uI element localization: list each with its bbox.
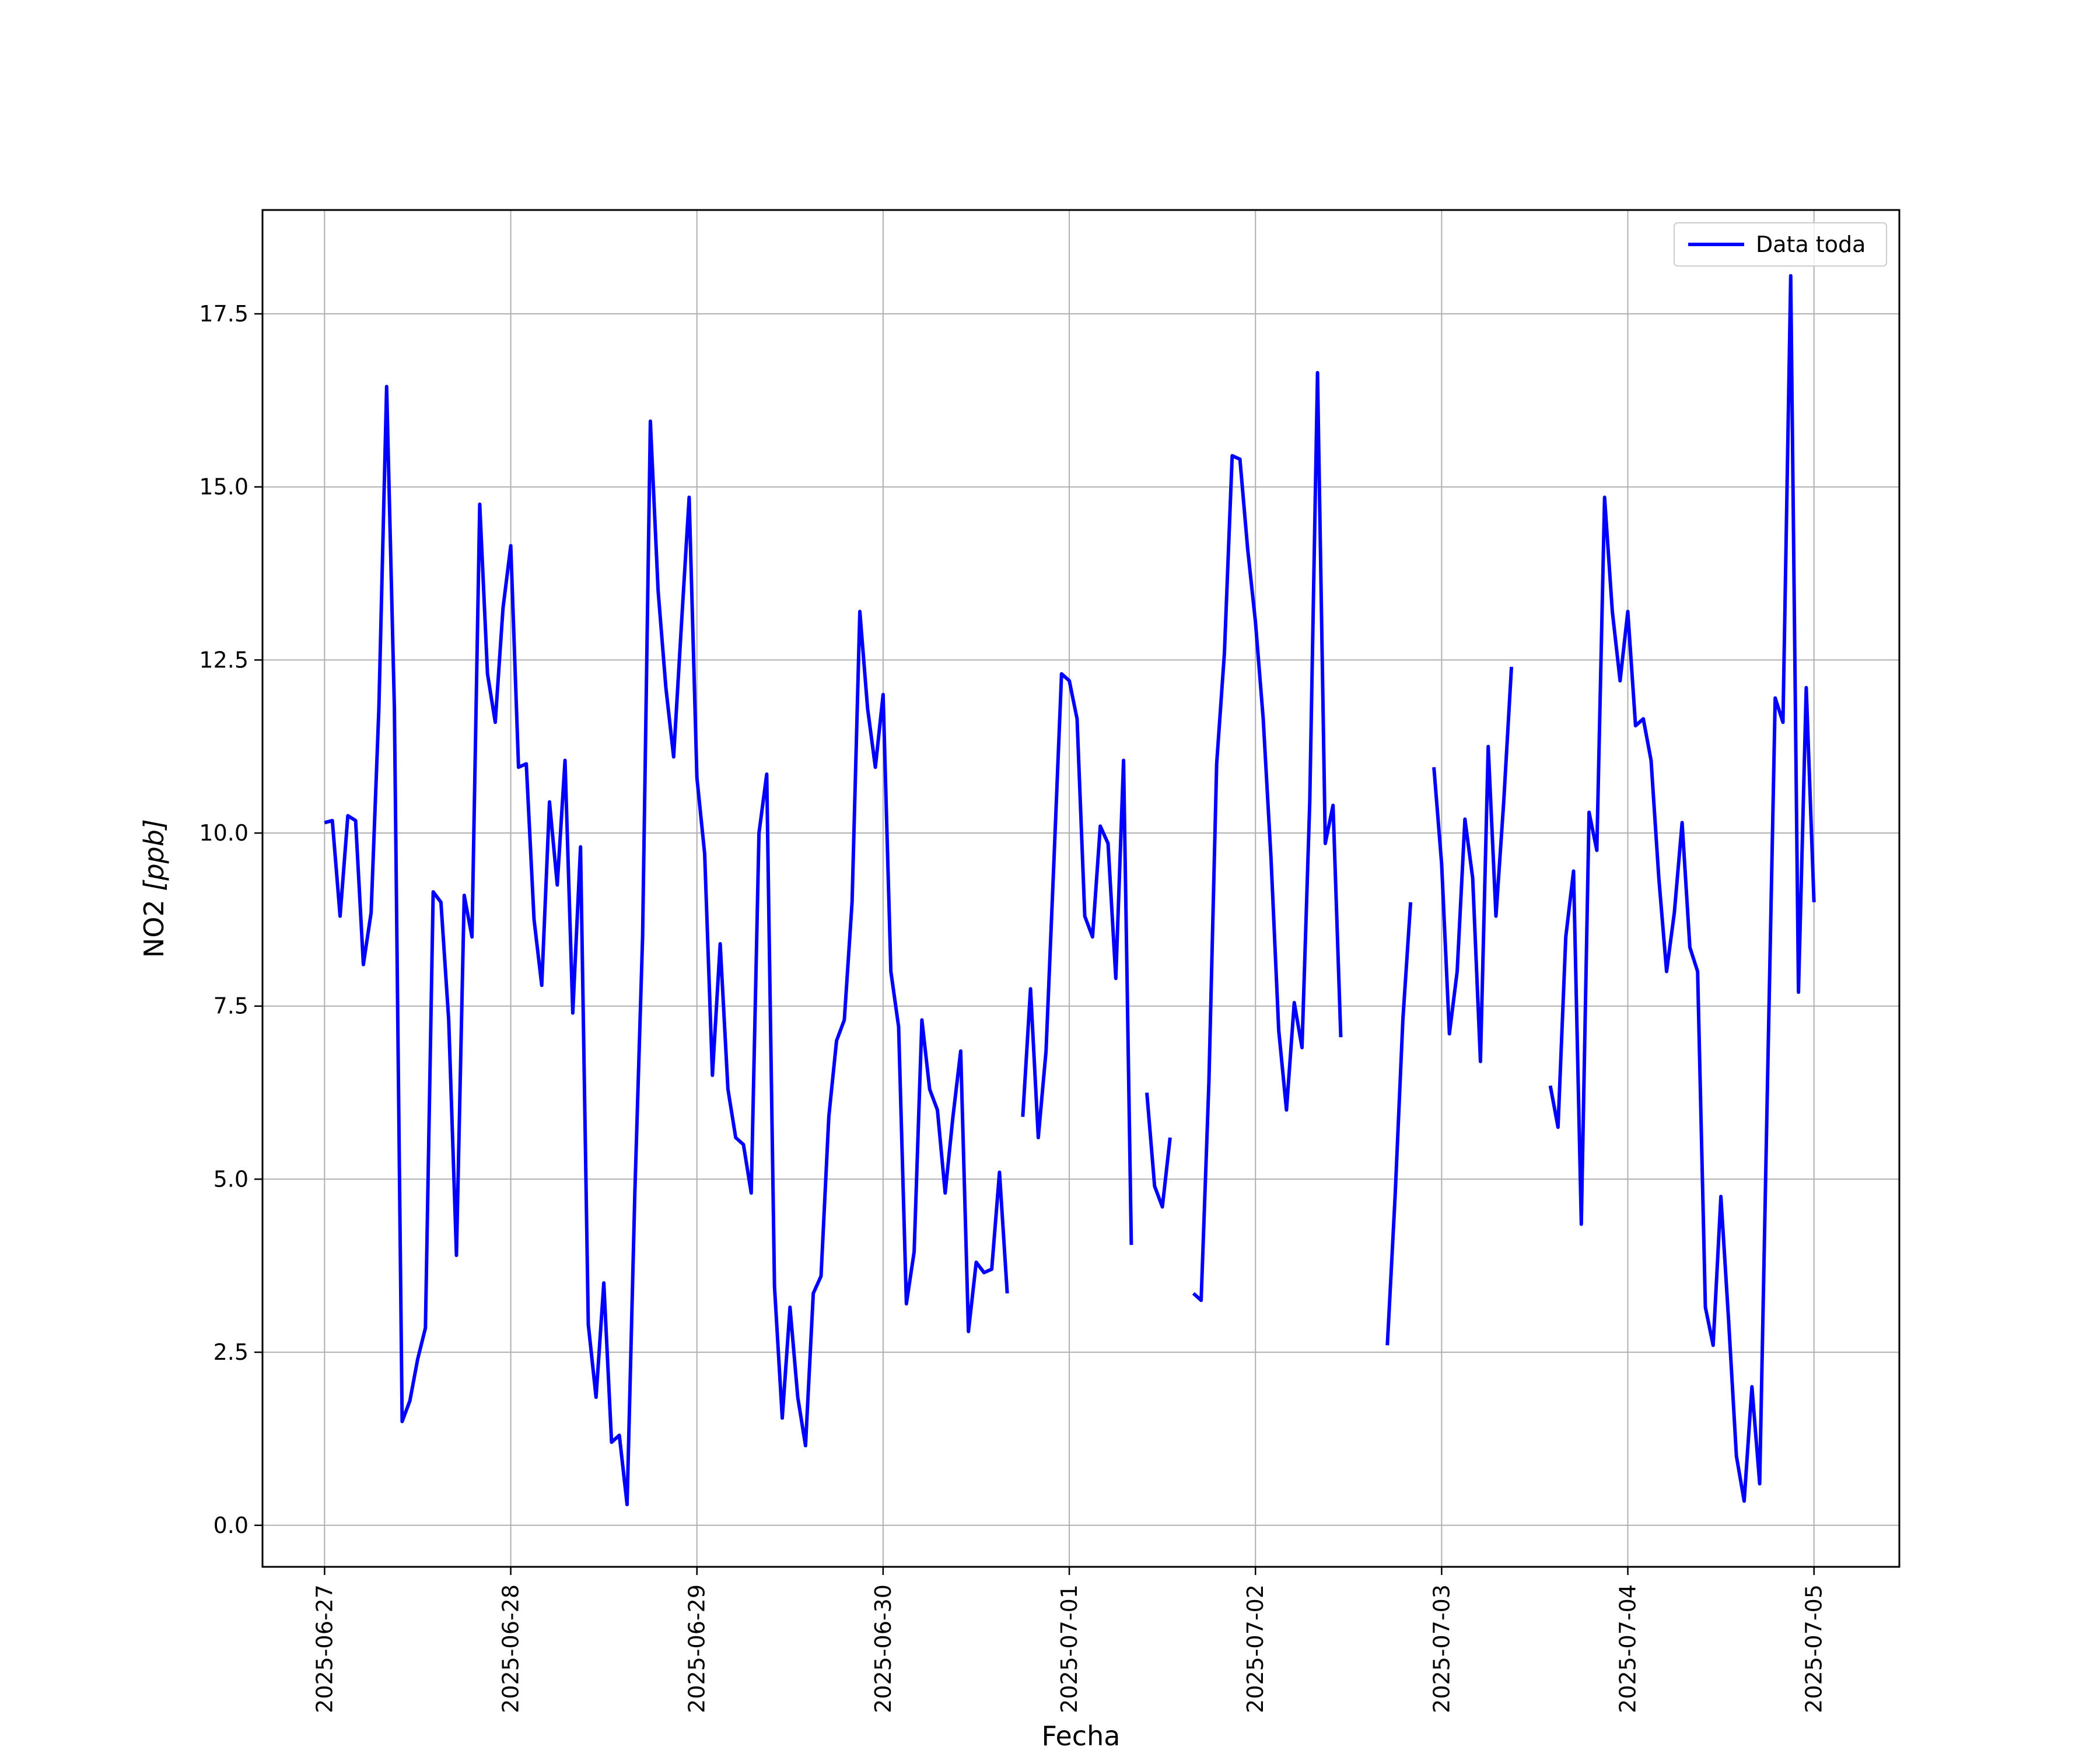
x-tick-label: 2025-07-05: [1801, 1584, 1827, 1713]
y-tick-label: 15.0: [199, 474, 249, 500]
x-axis: 2025-06-27 2025-06-28 2025-06-29 2025-06-30…: [312, 1567, 1827, 1713]
x-tick-label: 2025-07-01: [1056, 1584, 1082, 1713]
x-tick-label: 2025-07-02: [1242, 1584, 1268, 1713]
x-tick-label: 2025-06-30: [870, 1584, 896, 1713]
legend-label: Data toda: [1756, 232, 1866, 257]
x-tick-label: 2025-06-27: [312, 1584, 337, 1713]
x-tick-label: 2025-06-28: [498, 1584, 524, 1713]
x-tick-label: 2025-07-04: [1615, 1584, 1641, 1713]
series-line-0: [324, 274, 1816, 1507]
y-tick-label: 2.5: [214, 1339, 249, 1365]
y-axis: 0.0 2.5 5.0 7.5 10.0 12.5 15.0 17.5: [199, 301, 262, 1538]
series-layer: [324, 274, 1816, 1507]
y-tick-label: 0.0: [214, 1513, 249, 1538]
y-tick-label: 5.0: [214, 1166, 249, 1192]
y-axis-title: NO2 [ppb]: [138, 819, 170, 958]
y-tick-label: 17.5: [199, 301, 249, 327]
x-tick-label: 2025-06-29: [684, 1584, 710, 1713]
y-tick-label: 7.5: [214, 993, 249, 1019]
legend: Data toda: [1674, 222, 1887, 267]
x-tick-label: 2025-07-03: [1429, 1584, 1454, 1713]
y-tick-label: 12.5: [199, 647, 249, 673]
legend-box: [1674, 222, 1887, 267]
y-tick-label: 10.0: [199, 820, 249, 846]
y-axis-title-main: NO2: [138, 891, 170, 958]
x-axis-title: Fecha: [1042, 1720, 1121, 1750]
plot-frame: [261, 209, 1901, 1568]
y-axis-title-unit: [ppb]: [138, 819, 170, 891]
